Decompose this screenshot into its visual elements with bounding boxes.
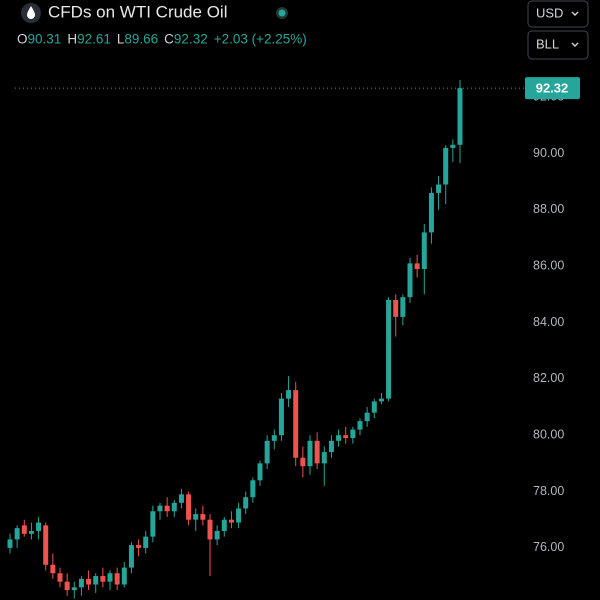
candle-body — [414, 263, 420, 270]
candle-body — [364, 412, 370, 422]
candle-body — [236, 508, 242, 523]
candle-body — [328, 440, 334, 453]
candle-body — [443, 147, 449, 185]
candle-body — [264, 440, 270, 464]
candle-body — [78, 578, 84, 588]
candle-body — [71, 587, 77, 591]
candle-body — [457, 88, 463, 145]
legend-header: CFDs on WTI Crude Oil O 90.31 H 92.61 L 89.66… — [17, 2, 307, 46]
ohlc-key: O — [17, 32, 28, 47]
candle-body — [86, 578, 92, 585]
candle-body — [271, 435, 277, 441]
candle-body — [336, 435, 342, 441]
candle-body — [178, 494, 184, 503]
candle-body — [136, 545, 142, 548]
ohlc-key: C — [164, 32, 174, 47]
candle-body — [350, 429, 356, 439]
candle-body — [307, 440, 313, 467]
candle-body — [28, 530, 34, 534]
candle-body — [428, 192, 434, 233]
ohlc-key: L — [117, 32, 125, 47]
button-frame[interactable] — [527, 30, 589, 60]
candle-body — [321, 452, 327, 464]
ohlc-key: H — [67, 32, 77, 47]
candle-body — [114, 573, 120, 585]
candle-body — [193, 514, 199, 520]
candle-body — [407, 263, 413, 298]
candle-body — [14, 528, 20, 540]
y-tick-label: 86.00 — [533, 258, 564, 272]
candle-body — [150, 511, 156, 537]
candle-body — [243, 497, 249, 509]
candle-body — [300, 457, 306, 467]
candle-body — [386, 300, 392, 399]
candle-body — [278, 398, 284, 436]
currency-label[interactable]: USD — [536, 5, 563, 20]
unit-label[interactable]: BLL — [536, 36, 559, 51]
candle-body — [57, 573, 63, 582]
candle-body — [214, 530, 220, 540]
price-axis: 76.00 78.00 80.00 82.00 84.00 86.00 88.00 90.00… — [533, 89, 564, 554]
candle-body — [257, 463, 263, 481]
candle-body — [421, 232, 427, 270]
ohlc-value: 92.32 — [174, 32, 208, 47]
y-tick-label: 76.00 — [533, 540, 564, 554]
y-tick-label: 78.00 — [533, 484, 564, 498]
candle-body — [450, 144, 456, 148]
candle-body — [378, 398, 384, 402]
candle-body — [128, 545, 134, 568]
candle-body — [21, 525, 27, 534]
candle-body — [400, 297, 406, 317]
candle-body — [186, 494, 192, 520]
candle-body — [171, 502, 177, 512]
candle-body — [64, 581, 70, 591]
candle-body — [371, 401, 377, 413]
candle-body — [157, 505, 163, 512]
price-change: +2.03 (+2.25%) — [214, 32, 307, 47]
button-frame[interactable] — [527, 0, 589, 28]
last-price-label: 92.32 — [536, 81, 569, 96]
last-price-badge — [525, 77, 580, 100]
oil-drop — [27, 6, 35, 19]
candle-body — [357, 421, 363, 430]
candle-body — [436, 184, 442, 193]
ohlc-value: 90.31 — [28, 32, 62, 47]
candle-body — [200, 514, 206, 520]
candle-body — [100, 576, 106, 582]
candle-body — [107, 573, 113, 582]
chevron[interactable] — [571, 11, 579, 16]
ohlc-value: 89.66 — [124, 32, 158, 47]
candle-body — [228, 519, 234, 523]
currency-button[interactable]: USD — [527, 0, 589, 28]
candle-body — [221, 519, 227, 531]
candle-body — [250, 480, 256, 498]
candle-body — [207, 519, 213, 540]
y-tick-label: 82.00 — [533, 371, 564, 385]
ohlc-value: 92.61 — [77, 32, 111, 47]
y-tick-label: 84.00 — [533, 315, 564, 329]
y-tick-label: 88.00 — [533, 202, 564, 216]
candle-body — [314, 440, 320, 464]
candle-body — [7, 539, 13, 548]
candle-body — [143, 536, 149, 548]
market-status-dot — [278, 9, 286, 17]
candle-body — [293, 390, 299, 458]
candle-body — [50, 564, 56, 574]
unit-button[interactable]: BLL — [527, 30, 589, 60]
candle-body — [43, 525, 49, 565]
symbol-title: CFDs on WTI Crude Oil — [48, 2, 227, 21]
y-tick-label: 90.00 — [533, 146, 564, 160]
candle-body — [164, 505, 170, 512]
candle-body — [286, 390, 292, 399]
candle-body — [393, 300, 399, 317]
candle-body — [121, 567, 127, 585]
candle-body — [93, 576, 99, 585]
y-tick-label: 80.00 — [533, 428, 564, 442]
chevron[interactable] — [571, 42, 579, 47]
candle-body — [343, 435, 349, 439]
plot-area: 92.32 — [7, 77, 580, 599]
candle-body — [36, 522, 42, 531]
